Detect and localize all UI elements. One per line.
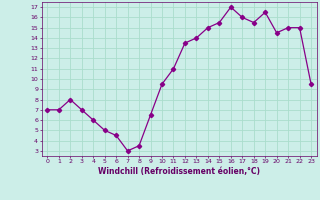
X-axis label: Windchill (Refroidissement éolien,°C): Windchill (Refroidissement éolien,°C): [98, 167, 260, 176]
